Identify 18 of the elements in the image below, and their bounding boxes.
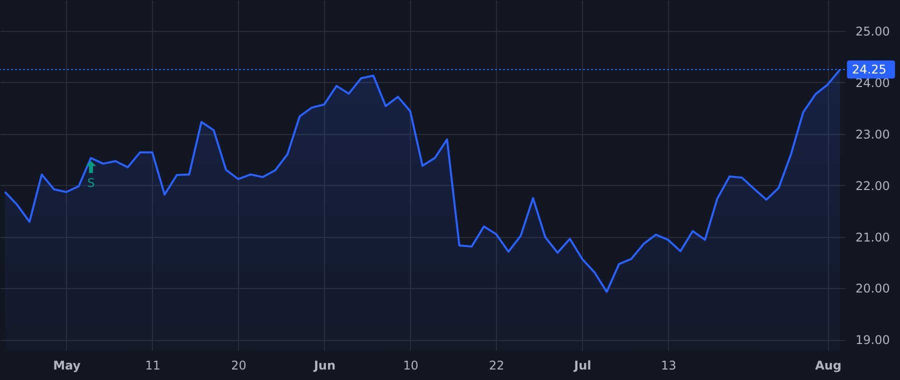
y-tick-label: 21.00 — [856, 230, 890, 244]
annotation: S — [87, 176, 95, 190]
y-tick-label: 19.00 — [856, 333, 890, 348]
x-tick-label: 20 — [231, 358, 246, 372]
x-tick-label: 10 — [403, 358, 418, 372]
y-tick-label: 24.00 — [856, 76, 890, 90]
y-tick-label: 25.00 — [856, 24, 890, 38]
x-tick-label: May — [53, 358, 81, 372]
x-tick-label: 22 — [489, 358, 504, 372]
x-tick-label: Aug — [815, 358, 842, 372]
y-tick-label: 22.00 — [856, 178, 890, 193]
x-tick-label: 13 — [661, 358, 676, 372]
x-tick-label: 11 — [145, 358, 160, 372]
y-tick-label: 23.00 — [856, 127, 890, 142]
y-tick-label: 20.00 — [856, 282, 890, 296]
x-tick-label: Jun — [312, 358, 336, 372]
ref-line-label: 24.25 — [852, 62, 886, 76]
x-tick-label: Jul — [573, 358, 592, 372]
